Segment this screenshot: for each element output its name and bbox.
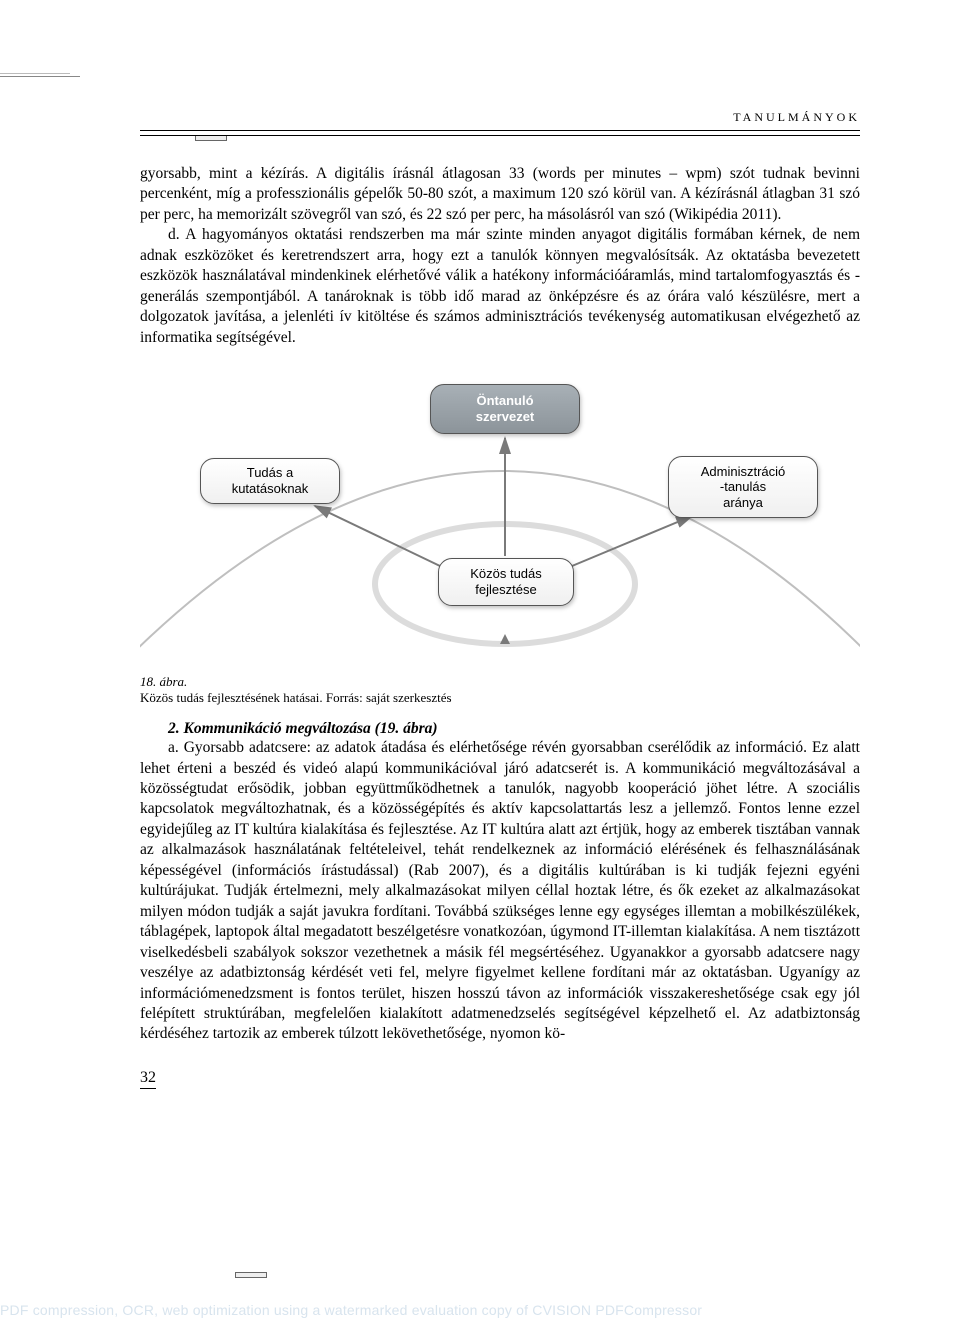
diagram-node-bottom: Közös tudás fejlesztése <box>438 558 574 606</box>
figure-18-diagram: Öntanuló szervezet Tudás a kutatásoknak … <box>140 366 860 666</box>
paragraph-3: a. Gyorsabb adatcsere: az adatok átadása… <box>140 738 860 1045</box>
diagram-node-right: Adminisztráció -tanulás aránya <box>668 456 818 518</box>
node-top-line2: szervezet <box>476 409 535 424</box>
node-right-line2: -tanulás <box>720 479 766 494</box>
node-bottom-line2: fejlesztése <box>475 582 536 597</box>
paragraph-2: d. A hagyományos oktatási rendszerben ma… <box>140 225 860 348</box>
section-label: TANULMÁNYOK <box>733 110 860 125</box>
footer-shingle <box>235 1272 267 1278</box>
crop-mark <box>0 76 80 77</box>
header-rule <box>140 130 860 136</box>
body-text-block-2: a. Gyorsabb adatcsere: az adatok átadása… <box>140 738 860 1045</box>
node-right-line3: aránya <box>723 495 763 510</box>
watermark-text: PDF compression, OCR, web optimization u… <box>0 1302 702 1318</box>
diagram-node-top: Öntanuló szervezet <box>430 384 580 434</box>
page-number: 32 <box>140 1069 156 1089</box>
page: TANULMÁNYOK gyorsabb, mint a kézírás. A … <box>0 0 960 1324</box>
node-left-line1: Tudás a <box>247 465 294 480</box>
crop-mark-inner <box>0 73 70 74</box>
node-top-line1: Öntanuló <box>476 393 533 408</box>
figure-caption-text: Közös tudás fejlesztésének hatásai. Forr… <box>140 690 860 706</box>
figure-caption-number: 18. ábra. <box>140 674 860 690</box>
node-bottom-line1: Közös tudás <box>470 566 542 581</box>
node-right-line1: Adminisztráció <box>701 464 786 479</box>
diagram-node-left: Tudás a kutatásoknak <box>200 458 340 504</box>
section-2-subtitle: 2. Kommunikáció megváltozása (19. ábra) <box>140 720 860 738</box>
body-text-block-1: gyorsabb, mint a kézírás. A digitális ír… <box>140 164 860 348</box>
node-left-line2: kutatásoknak <box>232 481 309 496</box>
paragraph-1: gyorsabb, mint a kézírás. A digitális ír… <box>140 164 860 225</box>
